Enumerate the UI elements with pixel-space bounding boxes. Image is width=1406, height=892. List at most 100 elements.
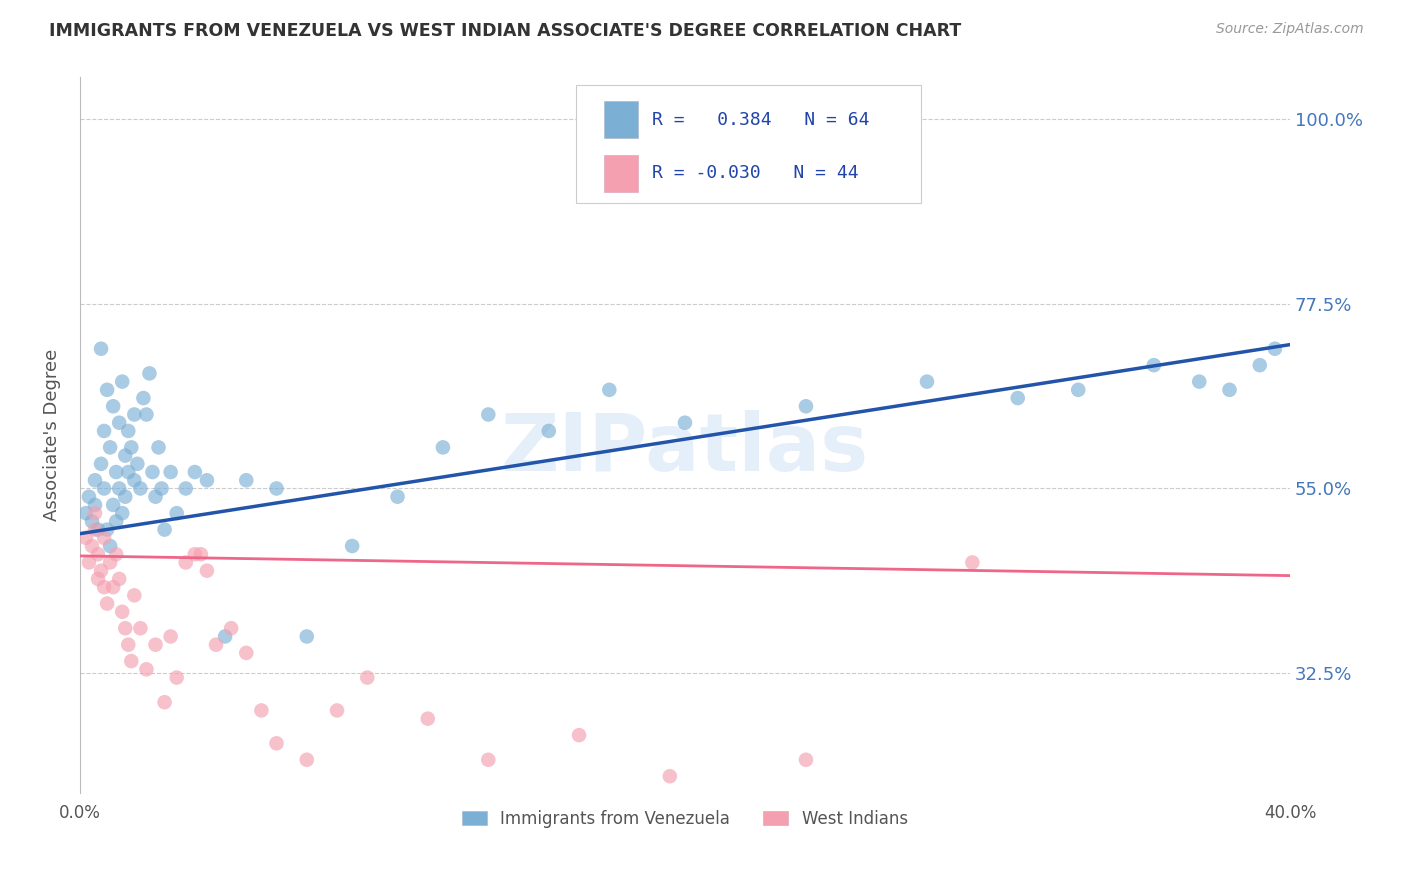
Point <box>111 605 134 619</box>
Legend: Immigrants from Venezuela, West Indians: Immigrants from Venezuela, West Indians <box>456 803 915 834</box>
Point <box>159 465 181 479</box>
Point <box>266 482 288 496</box>
Point <box>93 482 115 496</box>
Point <box>101 580 124 594</box>
Point <box>537 424 560 438</box>
Point <box>90 564 112 578</box>
Point <box>98 441 121 455</box>
Point <box>75 531 97 545</box>
Point <box>87 523 110 537</box>
Point <box>340 539 363 553</box>
Text: ZIPatlas: ZIPatlas <box>501 410 869 488</box>
Text: 0.0%: 0.0% <box>59 804 101 822</box>
Text: 40.0%: 40.0% <box>1264 804 1316 822</box>
Point <box>75 506 97 520</box>
Point <box>141 465 163 479</box>
Point <box>266 736 288 750</box>
Point <box>111 506 134 520</box>
Point <box>87 547 110 561</box>
Point <box>190 547 212 561</box>
Point <box>96 597 118 611</box>
Point <box>1007 391 1029 405</box>
Point <box>93 424 115 438</box>
Point <box>132 391 155 405</box>
Point <box>117 465 139 479</box>
Point <box>77 556 100 570</box>
Point <box>96 523 118 537</box>
Point <box>145 638 167 652</box>
Point <box>101 399 124 413</box>
Point <box>432 441 454 455</box>
Point <box>90 342 112 356</box>
Point <box>90 457 112 471</box>
Point <box>150 482 173 496</box>
Point <box>235 473 257 487</box>
Point <box>111 375 134 389</box>
Point <box>114 490 136 504</box>
Point <box>205 638 228 652</box>
Point <box>387 490 409 504</box>
Y-axis label: Associate's Degree: Associate's Degree <box>44 349 60 521</box>
Point <box>105 547 128 561</box>
Point <box>153 523 176 537</box>
Point <box>108 482 131 496</box>
Point <box>129 621 152 635</box>
Point <box>1143 358 1166 372</box>
Point <box>153 695 176 709</box>
Point <box>120 654 142 668</box>
Point <box>84 498 107 512</box>
Point <box>114 621 136 635</box>
Point <box>295 630 318 644</box>
Point <box>101 498 124 512</box>
Point <box>356 671 378 685</box>
Point <box>120 441 142 455</box>
Point <box>80 539 103 553</box>
Text: R =   0.384   N = 64: R = 0.384 N = 64 <box>652 111 870 128</box>
Point <box>235 646 257 660</box>
FancyBboxPatch shape <box>576 85 921 202</box>
Point <box>105 465 128 479</box>
Point <box>84 473 107 487</box>
Point <box>214 630 236 644</box>
Text: Source: ZipAtlas.com: Source: ZipAtlas.com <box>1216 22 1364 37</box>
Point <box>962 556 984 570</box>
Point <box>1249 358 1271 372</box>
Point <box>93 580 115 594</box>
Point <box>159 630 181 644</box>
Point <box>124 473 146 487</box>
Point <box>195 473 218 487</box>
Point <box>129 482 152 496</box>
Point <box>477 408 499 422</box>
Point <box>174 482 197 496</box>
Point <box>1264 342 1286 356</box>
Point <box>127 457 149 471</box>
Point <box>673 416 696 430</box>
Point <box>568 728 591 742</box>
Point <box>96 383 118 397</box>
Point <box>108 572 131 586</box>
Text: IMMIGRANTS FROM VENEZUELA VS WEST INDIAN ASSOCIATE'S DEGREE CORRELATION CHART: IMMIGRANTS FROM VENEZUELA VS WEST INDIAN… <box>49 22 962 40</box>
Point <box>416 712 439 726</box>
Point <box>117 424 139 438</box>
Point <box>105 514 128 528</box>
Point <box>84 506 107 520</box>
Point <box>98 539 121 553</box>
FancyBboxPatch shape <box>603 154 638 192</box>
Point <box>145 490 167 504</box>
Point <box>84 523 107 537</box>
Point <box>114 449 136 463</box>
Point <box>93 531 115 545</box>
Point <box>250 703 273 717</box>
Point <box>1067 383 1090 397</box>
Point <box>184 465 207 479</box>
Point <box>117 638 139 652</box>
Point <box>77 490 100 504</box>
Point <box>98 556 121 570</box>
Point <box>174 556 197 570</box>
Point <box>124 408 146 422</box>
Point <box>1218 383 1240 397</box>
Point <box>148 441 170 455</box>
Point <box>124 588 146 602</box>
Point <box>915 375 938 389</box>
Point <box>658 769 681 783</box>
